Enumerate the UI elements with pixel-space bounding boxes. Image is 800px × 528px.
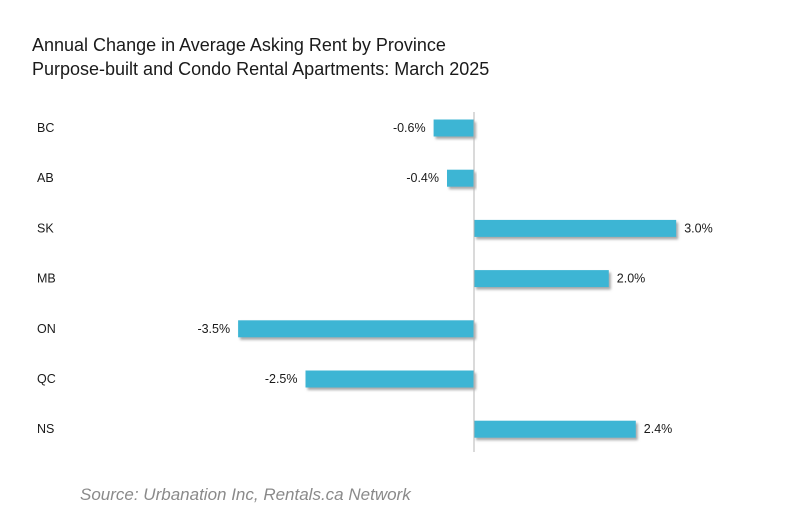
chart-title-block: Annual Change in Average Asking Rent by …	[32, 33, 772, 81]
category-label-mb: MB	[37, 272, 56, 286]
value-label-bc: -0.6%	[393, 121, 426, 135]
bar-on	[238, 320, 474, 338]
bars-layer	[238, 119, 677, 438]
chart-subtitle: Purpose-built and Condo Rental Apartment…	[32, 59, 490, 79]
bar-sk	[474, 219, 677, 237]
value-label-ab: -0.4%	[406, 171, 439, 185]
bar-ab	[447, 169, 474, 187]
bar-ns	[474, 420, 636, 438]
category-label-on: ON	[37, 322, 56, 336]
category-label-sk: SK	[37, 221, 54, 235]
source-note: Source: Urbanation Inc, Rentals.ca Netwo…	[80, 485, 411, 504]
chart-title: Annual Change in Average Asking Rent by …	[32, 35, 446, 55]
value-label-ns: 2.4%	[644, 422, 673, 436]
value-label-on: -3.5%	[197, 322, 230, 336]
value-label-mb: 2.0%	[617, 272, 646, 286]
category-label-ns: NS	[37, 422, 54, 436]
category-label-ab: AB	[37, 171, 54, 185]
labels-layer: BC -0.6% AB -0.4% SK 3.0% MB 2.0% ON -3.5% QC -2.5%…	[37, 121, 713, 436]
category-label-qc: QC	[37, 372, 56, 386]
value-label-sk: 3.0%	[684, 221, 713, 235]
bar-bc	[433, 119, 474, 137]
bar-qc	[305, 370, 474, 388]
bar-mb	[474, 270, 609, 288]
value-label-qc: -2.5%	[265, 372, 298, 386]
category-label-bc: BC	[37, 121, 54, 135]
